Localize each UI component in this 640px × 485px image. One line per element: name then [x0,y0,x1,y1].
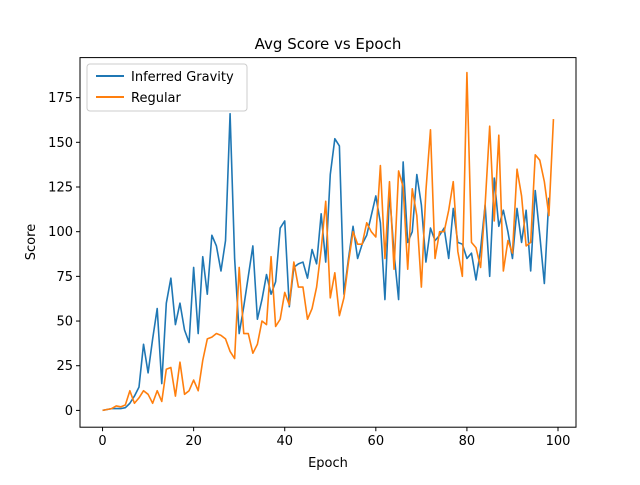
series-line-regular [102,71,555,412]
legend-label-inferred-gravity: Inferred Gravity [131,70,234,85]
y-tick-label: 100 [48,225,73,240]
y-axis: 0 25 50 75 100 125 150 175 [48,91,80,419]
y-tick-label: 50 [56,315,73,330]
y-tick-label: 0 [65,404,73,419]
y-tick-label: 150 [48,136,73,151]
x-tick-label: 40 [276,434,293,449]
y-tick-label: 125 [48,180,73,195]
x-tick-label: 80 [459,434,476,449]
y-tick-label: 25 [56,359,73,374]
series-line-inferred-gravity [102,112,550,412]
legend: Inferred Gravity Regular [86,63,248,112]
chart-title: Avg Score vs Epoch [255,35,402,53]
legend-label-regular: Regular [131,91,182,106]
x-axis-label: Epoch [308,456,348,471]
x-tick-label: 20 [185,434,202,449]
y-tick-label: 75 [56,270,73,285]
plot-area [102,71,555,412]
y-tick-label: 175 [48,91,73,106]
legend-box [86,63,248,112]
x-tick-label: 60 [368,434,385,449]
x-axis: 0 20 40 60 80 100 [98,427,570,449]
axes-frame [79,57,577,428]
y-axis-label: Score [24,224,39,260]
x-tick-label: 0 [98,434,106,449]
x-tick-label: 100 [546,434,571,449]
